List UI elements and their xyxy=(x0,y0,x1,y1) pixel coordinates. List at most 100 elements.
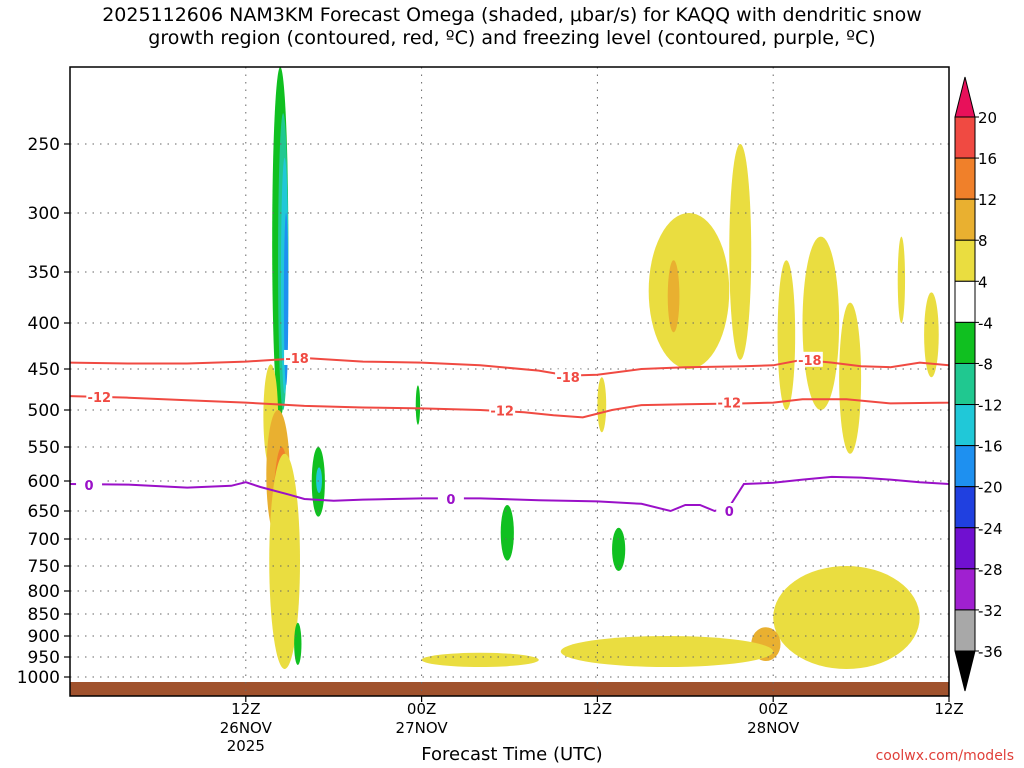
contour-label-bg xyxy=(86,388,113,404)
colorbar-segment xyxy=(954,445,976,488)
colorbar-label: -20 xyxy=(978,479,1003,497)
colorbar-segment xyxy=(954,404,976,447)
colorbar-segment xyxy=(954,321,976,364)
colorbar-label: -28 xyxy=(978,561,1003,579)
omega-region-11 xyxy=(294,622,302,666)
omega-region-10 xyxy=(269,453,301,669)
colorbar-segment xyxy=(954,280,976,323)
credit-link[interactable]: coolwx.com/models xyxy=(875,748,1014,764)
colorbar-segment xyxy=(954,609,976,652)
omega-region-21 xyxy=(839,302,862,454)
y-tick-label: 600 xyxy=(28,472,60,492)
x-tick-label: 00Z xyxy=(407,700,436,718)
y-tick-label: 550 xyxy=(28,438,60,458)
temperature-contours: -18 -18 -18 -12 -12 -12 0 0 0 xyxy=(70,349,949,520)
x-tick-label: 2025 xyxy=(227,737,265,755)
chart-title: 2025112606 NAM3KM Forecast Omega (shaded… xyxy=(102,4,922,49)
x-axis-label: Forecast Time (UTC) xyxy=(421,744,603,765)
colorbar-segment xyxy=(954,486,976,529)
colorbar-label: 4 xyxy=(978,273,988,291)
omega-region-26 xyxy=(560,636,774,667)
omega-region-3 xyxy=(283,213,289,386)
contour-label-bg xyxy=(555,369,582,385)
omega-region-5 xyxy=(316,467,322,494)
y-tick-label: 650 xyxy=(28,502,60,522)
omega-region-14 xyxy=(612,527,626,572)
contour-label--18: -18 xyxy=(285,352,309,367)
y-tick-label: 250 xyxy=(28,135,60,155)
colorbar-label: -16 xyxy=(978,438,1003,456)
contour-label-bg xyxy=(796,351,823,367)
x-tick-label: 12Z xyxy=(583,700,612,718)
contour-label-bg xyxy=(716,394,743,410)
contour-label-0: 0 xyxy=(85,479,94,494)
x-tick-label: 12Z xyxy=(934,700,963,718)
colorbar-segment xyxy=(954,568,976,611)
contour-line-0 xyxy=(70,475,949,513)
contour-label-0: 0 xyxy=(725,505,734,520)
omega-shading xyxy=(263,67,939,669)
colorbar-segment xyxy=(954,116,976,159)
omega-region-19 xyxy=(777,260,796,410)
contour-label-bg xyxy=(716,503,743,518)
colorbar-label: 16 xyxy=(978,150,997,168)
colorbar-label: 12 xyxy=(978,191,997,209)
colorbar-label: -36 xyxy=(978,643,1003,661)
omega-region-22 xyxy=(897,236,906,323)
colorbar-segment xyxy=(954,198,976,241)
y-tick-label: 500 xyxy=(28,401,60,421)
colorbar-label: -8 xyxy=(978,355,993,373)
contour-label-bg xyxy=(437,491,464,506)
omega-region-24 xyxy=(773,566,920,669)
colorbar-segment xyxy=(954,527,976,570)
colorbar-top-arrow xyxy=(954,76,976,118)
ground-strip xyxy=(70,682,949,696)
y-tick-label: 950 xyxy=(28,648,60,668)
contour-label-bg xyxy=(284,349,311,365)
y-tick-label: 850 xyxy=(28,605,60,625)
omega-region-15 xyxy=(597,377,607,433)
plot-frame xyxy=(69,66,950,697)
y-tick-label: 900 xyxy=(28,627,60,647)
x-tick-label: 26NOV xyxy=(220,719,273,737)
y-tick-label: 1000 xyxy=(17,668,60,688)
y-tick-label: 300 xyxy=(28,204,60,224)
colorbar: 20 16 12 8 4 -4 -8 -12 -16 -20 -24 -28 -32 -36 xyxy=(954,76,1003,692)
contour-label--12: -12 xyxy=(490,405,514,420)
colorbar-label: -12 xyxy=(978,397,1003,415)
contour-label--18: -18 xyxy=(798,354,822,369)
contour-label--12: -12 xyxy=(718,397,742,412)
contour-label--18: -18 xyxy=(556,371,580,386)
omega-region-16 xyxy=(648,213,730,369)
colorbar-label: -24 xyxy=(978,520,1003,538)
omega-region-27 xyxy=(421,652,539,668)
colorbar-segment xyxy=(954,157,976,200)
contour-label-bg xyxy=(76,477,103,493)
x-tick-label: 27NOV xyxy=(396,719,449,737)
contour-label--12: -12 xyxy=(88,391,112,406)
y-tick-label: 400 xyxy=(28,314,60,334)
x-tick-label: 00Z xyxy=(759,700,788,718)
contour-line--18 xyxy=(70,356,949,377)
y-tick-label: 700 xyxy=(28,530,60,550)
contour-line--12 xyxy=(70,395,949,419)
colorbar-label: 8 xyxy=(978,232,988,250)
y-axis: 2503003504004505005506006507007508008509… xyxy=(17,135,70,688)
colorbar-label: 20 xyxy=(978,109,997,127)
contour-label-0: 0 xyxy=(446,493,455,508)
colorbar-segment xyxy=(954,239,976,282)
omega-region-18 xyxy=(729,144,752,360)
x-tick-label: 12Z xyxy=(231,700,260,718)
x-tick-label: 28NOV xyxy=(747,719,800,737)
colorbar-label: -32 xyxy=(978,602,1003,620)
y-tick-label: 800 xyxy=(28,582,60,602)
contour-label-bg xyxy=(489,402,516,418)
y-tick-label: 750 xyxy=(28,557,60,577)
omega-region-23 xyxy=(924,292,939,378)
omega-region-12 xyxy=(415,385,421,425)
omega-region-13 xyxy=(500,505,514,561)
y-tick-label: 450 xyxy=(28,360,60,380)
colorbar-bottom-arrow xyxy=(954,650,976,692)
